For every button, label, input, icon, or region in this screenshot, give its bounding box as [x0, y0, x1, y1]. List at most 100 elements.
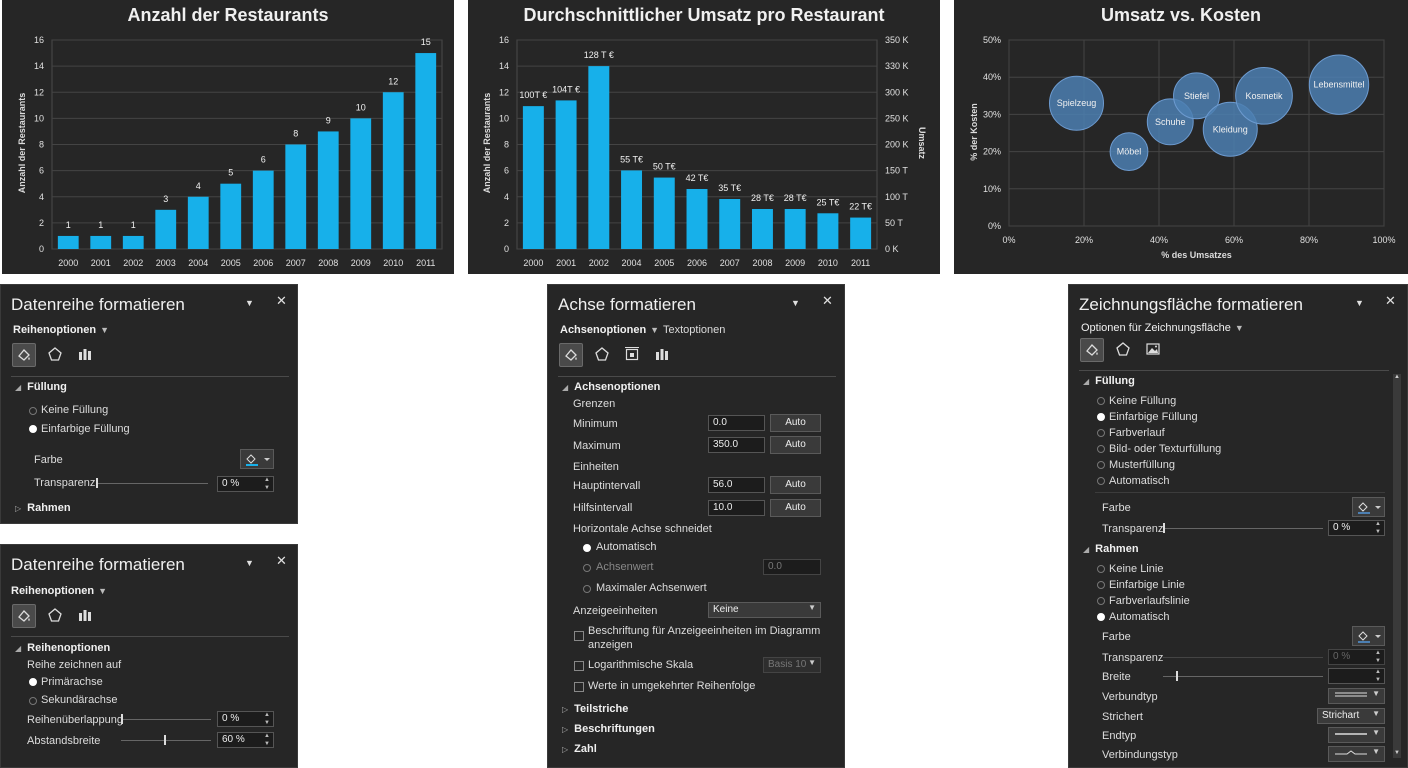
- maximum-input[interactable]: 350.0: [708, 437, 765, 453]
- fill-gradient-radio[interactable]: [1097, 429, 1105, 437]
- size-properties-icon[interactable]: [621, 343, 643, 365]
- series-options-dropdown[interactable]: Reihenoptionen ▼: [13, 324, 110, 336]
- section-axis-options[interactable]: ◢ Achsenoptionen: [562, 381, 661, 393]
- minimum-auto-button[interactable]: Auto: [770, 414, 821, 432]
- major-unit-auto-button[interactable]: Auto: [770, 476, 821, 494]
- gap-width-slider-thumb[interactable]: [164, 735, 167, 745]
- fill-pattern-radio[interactable]: [1097, 461, 1105, 469]
- pane-scrollbar[interactable]: [1393, 374, 1401, 758]
- dash-type-dropdown[interactable]: Strichart ▼: [1317, 708, 1385, 724]
- section-border[interactable]: ◢ Rahmen: [1083, 543, 1139, 555]
- series-options-dropdown[interactable]: Reihenoptionen ▼: [11, 585, 108, 597]
- fill-line-icon[interactable]: [559, 343, 583, 367]
- line-solid-radio[interactable]: [1097, 581, 1105, 589]
- fill-line-icon[interactable]: [12, 343, 36, 367]
- minimum-input[interactable]: 0.0: [708, 415, 765, 431]
- tab-text-options[interactable]: Textoptionen: [663, 324, 726, 336]
- effects-icon[interactable]: [591, 343, 613, 365]
- chart-restaurant-count[interactable]: 0 2 4 6 8 10 12 14 16 2000 2001 2002 2003 2004 2005 200…: [2, 0, 454, 274]
- crosses-automatic-radio[interactable]: [583, 544, 591, 552]
- maximum-auto-button[interactable]: Auto: [770, 436, 821, 454]
- close-icon[interactable]: ✕: [1385, 293, 1396, 308]
- close-icon[interactable]: ✕: [276, 553, 287, 568]
- fill-color-button[interactable]: [240, 449, 274, 469]
- log-scale-checkbox[interactable]: [574, 661, 584, 671]
- crosses-max-radio[interactable]: [583, 585, 591, 593]
- fill-transparency-slider[interactable]: [1163, 528, 1323, 529]
- effects-icon[interactable]: [44, 604, 66, 626]
- gap-width-input[interactable]: 60 % ▲ ▼: [217, 732, 274, 748]
- section-number[interactable]: ▷ Zahl: [562, 743, 597, 755]
- pane-menu-chevron-icon[interactable]: ▼: [245, 558, 254, 568]
- fill-color-button[interactable]: [1352, 497, 1385, 517]
- y-tick-label: 14: [499, 61, 509, 71]
- section-tick-marks[interactable]: ▷ Teilstriche: [562, 703, 629, 715]
- log-base-input[interactable]: Basis 10 ▼: [763, 657, 821, 673]
- effects-icon[interactable]: [44, 343, 66, 365]
- section-fill[interactable]: ◢ Füllung: [1083, 375, 1135, 387]
- overlap-slider[interactable]: [121, 719, 211, 720]
- fill-line-icon[interactable]: [12, 604, 36, 628]
- scroll-down-icon[interactable]: ▼: [1394, 750, 1400, 756]
- section-labels[interactable]: ▷ Beschriftungen: [562, 723, 655, 735]
- border-transparency-input[interactable]: 0 % ▲ ▼: [1328, 649, 1385, 665]
- minor-unit-auto-button[interactable]: Auto: [770, 499, 821, 517]
- line-gradient-radio[interactable]: [1097, 597, 1105, 605]
- effects-icon[interactable]: [1112, 338, 1134, 360]
- crosses-value-radio[interactable]: [583, 564, 591, 572]
- reverse-order-checkbox[interactable]: [574, 682, 584, 692]
- pane-menu-chevron-icon[interactable]: ▼: [1355, 298, 1364, 308]
- section-border[interactable]: ▷ Rahmen: [15, 502, 71, 514]
- axis-options-icon[interactable]: [651, 343, 673, 365]
- bar: [719, 198, 741, 249]
- fill-solid-radio[interactable]: [1097, 413, 1105, 421]
- fill-transparency-input[interactable]: 0 % ▲ ▼: [1328, 520, 1385, 536]
- minor-unit-input[interactable]: 10.0: [708, 500, 765, 516]
- overlap-slider-thumb[interactable]: [121, 714, 123, 724]
- fill-line-icon[interactable]: [1080, 338, 1104, 362]
- line-none-radio[interactable]: [1097, 565, 1105, 573]
- transparency-slider-thumb[interactable]: [96, 478, 98, 488]
- width-slider[interactable]: [1163, 676, 1323, 677]
- close-icon[interactable]: ✕: [276, 293, 287, 308]
- picture-icon[interactable]: [1142, 338, 1164, 360]
- section-fill[interactable]: ◢ Füllung: [15, 381, 67, 393]
- solid-fill-radio[interactable]: [29, 425, 37, 433]
- chart-revenue-vs-cost[interactable]: 0% 10% 20% 30% 40% 50% 0% 20% 40% 60% 80% 100% Spiel…: [954, 0, 1408, 274]
- major-unit-input[interactable]: 56.0: [708, 477, 765, 493]
- series-options-icon[interactable]: [74, 343, 96, 365]
- fill-transparency-slider-thumb[interactable]: [1163, 523, 1165, 533]
- transparency-input[interactable]: 0 % ▲ ▼: [217, 476, 274, 492]
- join-type-dropdown[interactable]: ▼: [1328, 746, 1385, 762]
- chart-average-revenue[interactable]: 0 2 4 6 8 10 12 14 16 0 K 50 T 100 T 150 T 200 K 250 K…: [468, 0, 940, 274]
- crosses-value-input[interactable]: 0.0: [763, 559, 821, 575]
- fill-picture-radio[interactable]: [1097, 445, 1105, 453]
- no-fill-radio[interactable]: [29, 407, 37, 415]
- section-series-options[interactable]: ◢ Reihenoptionen: [15, 642, 111, 654]
- series-options-icon[interactable]: [74, 604, 96, 626]
- cap-type-dropdown[interactable]: ▼: [1328, 727, 1385, 743]
- plot-area-options-dropdown[interactable]: Optionen für Zeichnungsfläche ▼: [1081, 322, 1244, 334]
- display-units-dropdown[interactable]: Keine ▼: [708, 602, 821, 618]
- pane-menu-chevron-icon[interactable]: ▼: [245, 298, 254, 308]
- border-transparency-label: Transparenz: [1102, 652, 1164, 664]
- border-transparency-slider[interactable]: [1163, 657, 1323, 658]
- primary-axis-radio[interactable]: [29, 678, 37, 686]
- pane-menu-chevron-icon[interactable]: ▼: [791, 298, 800, 308]
- scroll-up-icon[interactable]: ▲: [1394, 374, 1400, 380]
- show-units-label-checkbox[interactable]: [574, 631, 584, 641]
- secondary-axis-radio[interactable]: [29, 697, 37, 705]
- width-slider-thumb[interactable]: [1176, 671, 1178, 681]
- fill-auto-radio[interactable]: [1097, 477, 1105, 485]
- line-auto-radio[interactable]: [1097, 613, 1105, 621]
- fill-none-radio[interactable]: [1097, 397, 1105, 405]
- border-color-button[interactable]: [1352, 626, 1385, 646]
- compound-type-dropdown[interactable]: ▼: [1328, 688, 1385, 704]
- close-icon[interactable]: ✕: [822, 293, 833, 308]
- data-label: 55 T€: [620, 154, 643, 164]
- overlap-input[interactable]: 0 % ▲ ▼: [217, 711, 274, 727]
- tab-axis-options[interactable]: Achsenoptionen ▼: [560, 324, 660, 336]
- y-tick-label: 20%: [983, 147, 1001, 157]
- width-input[interactable]: ▲ ▼: [1328, 668, 1385, 684]
- transparency-slider[interactable]: [96, 483, 208, 484]
